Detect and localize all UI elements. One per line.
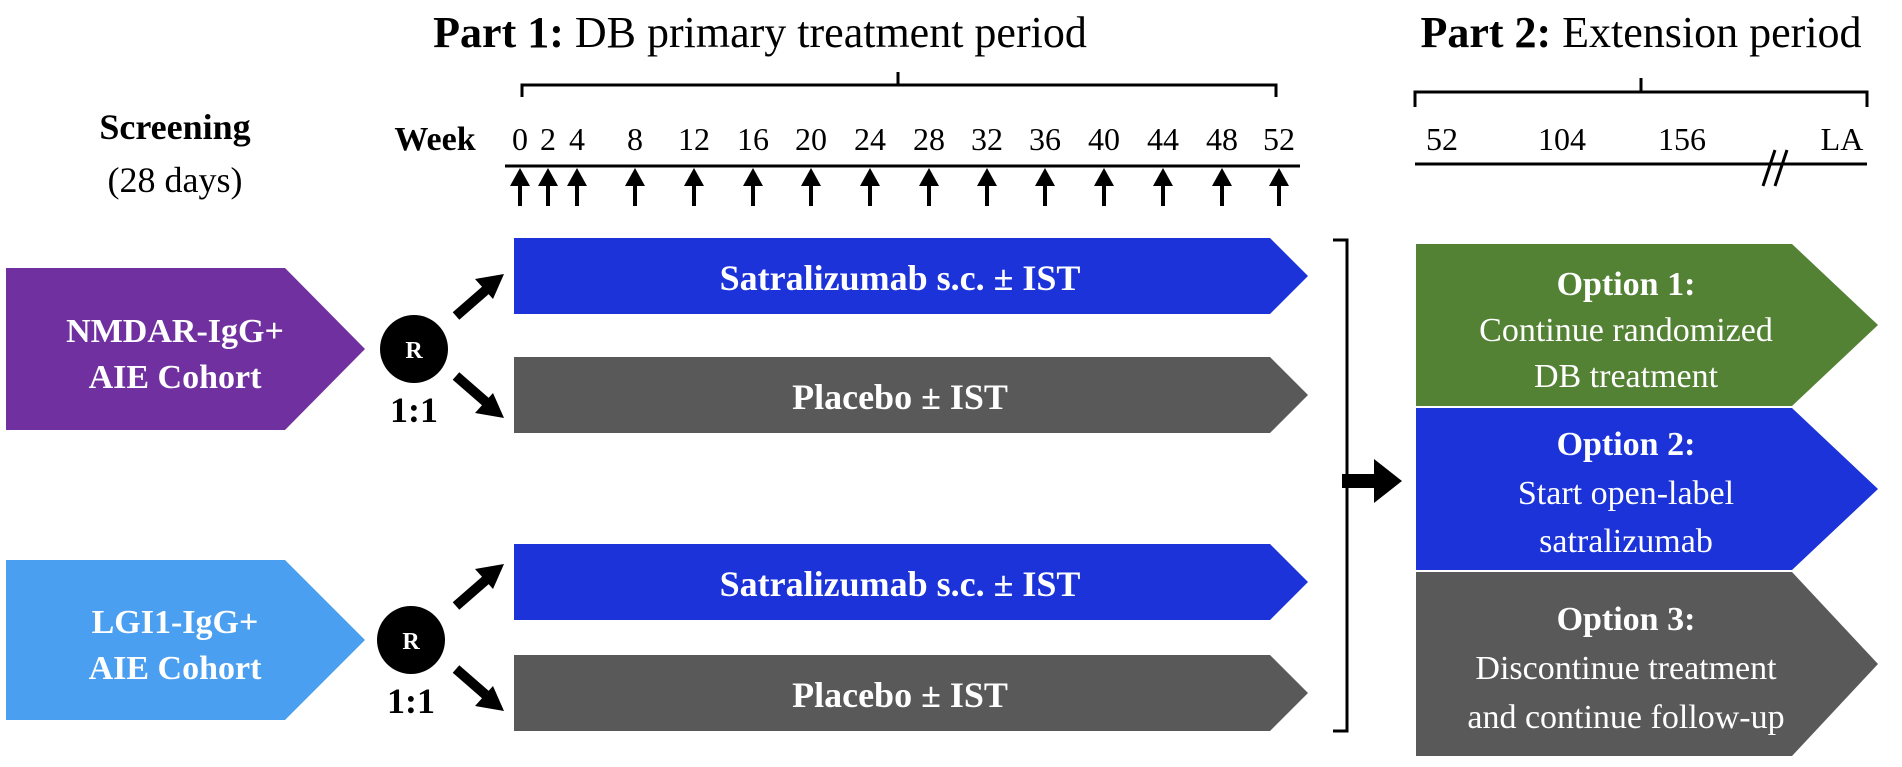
week-tick-label: 44 [1147, 121, 1179, 157]
week-tick-label: 32 [971, 121, 1003, 157]
option-2-title: Option 2: [1557, 426, 1696, 463]
randomization-ratio: 1:1 [390, 390, 438, 430]
extension-tick-label: 156 [1658, 121, 1706, 157]
option-3-title: Option 3: [1557, 601, 1696, 638]
week-tick-label: 4 [569, 121, 585, 157]
randomization-ratio: 1:1 [387, 681, 435, 721]
randomization-circle [380, 315, 448, 383]
arrow-down-right-icon [452, 665, 504, 711]
arm-satralizumab-bar [514, 238, 1308, 314]
visit-arrow-icon [1094, 168, 1114, 206]
visit-arrow-icon [510, 168, 530, 206]
arm-placebo-bar [514, 357, 1308, 433]
arrow-up-right-icon [452, 564, 504, 610]
visit-arrow-icon [567, 168, 587, 206]
week-tick-label: 0 [512, 121, 528, 157]
option-3-line1: Discontinue treatment [1475, 650, 1777, 687]
arm-placebo-label: Placebo ± IST [792, 377, 1008, 417]
arm-placebo-bar [514, 655, 1308, 731]
arm-placebo-label: Placebo ± IST [792, 675, 1008, 715]
visit-arrow-icon [1035, 168, 1055, 206]
week-tick-label: 12 [678, 121, 710, 157]
week-tick-label: 40 [1088, 121, 1120, 157]
week-tick-label: 20 [795, 121, 827, 157]
visit-arrow-icon [538, 168, 558, 206]
week-tick-label: 2 [540, 121, 556, 157]
visit-arrow-icon [743, 168, 763, 206]
option-2-line2: satralizumab [1539, 523, 1713, 560]
extension-ticks: 52 104 156 LA [1426, 121, 1863, 157]
cohort-lgi1-line2: AIE Cohort [89, 650, 263, 687]
part1-title: Part 1: DB primary treatment period [433, 8, 1087, 57]
visit-arrow-icon [684, 168, 704, 206]
arm-satralizumab-label: Satralizumab s.c. ± IST [720, 564, 1081, 604]
week-ticks: 0 2 4 8 12 16 20 24 28 32 36 40 44 48 52 [512, 121, 1295, 157]
visit-arrow-icon [801, 168, 821, 206]
cohort-nmdar-line1: NMDAR-IgG+ [66, 313, 284, 350]
randomization-symbol: R [402, 629, 420, 655]
week-tick-label: 52 [1263, 121, 1295, 157]
randomization-symbol: R [405, 338, 423, 364]
week-label: Week [394, 121, 475, 158]
week-tick-label: 16 [737, 121, 769, 157]
arrow-up-right-icon [452, 274, 504, 320]
week-tick-label: 48 [1206, 121, 1238, 157]
cohort-nmdar-chevron [6, 268, 365, 430]
week-tick-label: 28 [913, 121, 945, 157]
axis-break-mark [1761, 149, 1789, 187]
option-3-chevron [1416, 572, 1878, 756]
arm-satralizumab-bar [514, 544, 1308, 620]
visit-arrow-icon [625, 168, 645, 206]
screening-title: Screening [99, 107, 250, 147]
extension-tick-label: 52 [1426, 121, 1458, 157]
week-tick-label: 36 [1029, 121, 1061, 157]
visit-arrow-icon [1153, 168, 1173, 206]
part2-title: Part 2: Extension period [1420, 8, 1861, 57]
visit-arrow-icon [919, 168, 939, 206]
arm-satralizumab-label: Satralizumab s.c. ± IST [720, 258, 1081, 298]
option-3-line2: and continue follow-up [1467, 699, 1784, 736]
cohort-nmdar-line2: AIE Cohort [89, 359, 263, 396]
week-tick-label: 8 [627, 121, 643, 157]
visit-arrows [510, 168, 1289, 206]
option-2-chevron [1416, 408, 1878, 570]
visit-arrow-icon [1269, 168, 1289, 206]
visit-arrow-icon [977, 168, 997, 206]
cohort-lgi1-line1: LGI1-IgG+ [92, 604, 259, 641]
screening-duration: (28 days) [108, 160, 243, 200]
option-1-chevron [1416, 244, 1878, 406]
randomization-circle [377, 606, 445, 674]
part2-brace [1413, 78, 1869, 107]
option-1-line2: DB treatment [1534, 358, 1719, 395]
option-1-title: Option 1: [1557, 266, 1696, 303]
cohort-lgi1-chevron [6, 560, 365, 720]
option-2-line1: Start open-label [1518, 475, 1734, 512]
extension-tick-label: 104 [1538, 121, 1586, 157]
arrow-down-right-icon [452, 372, 504, 418]
visit-arrow-icon [1212, 168, 1232, 206]
week-tick-label: 24 [854, 121, 886, 157]
visit-arrow-icon [860, 168, 880, 206]
arrow-right-icon [1342, 459, 1402, 503]
extension-tick-label: LA [1821, 121, 1864, 157]
part1-brace [520, 72, 1278, 97]
option-1-line1: Continue randomized [1479, 312, 1773, 349]
